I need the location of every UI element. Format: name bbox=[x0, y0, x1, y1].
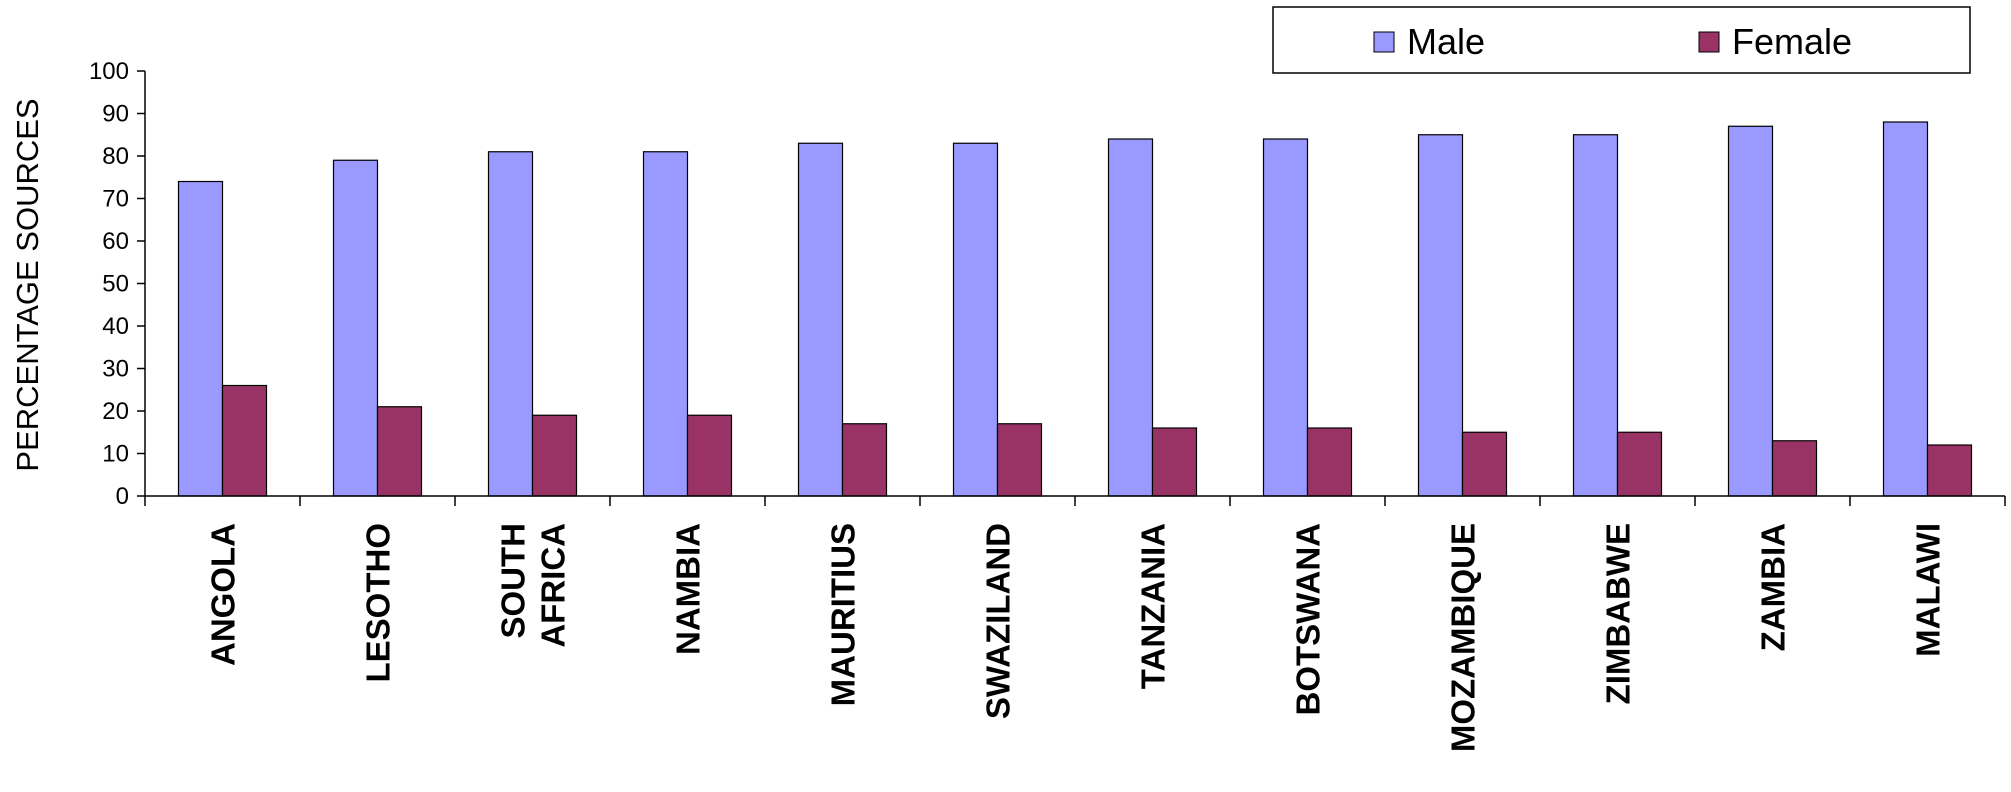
x-tick-label-mozambique: MOZAMBIQUE bbox=[1445, 523, 1482, 752]
x-tick-label-zambia: ZAMBIA bbox=[1755, 523, 1792, 651]
y-tick-label-50: 50 bbox=[102, 271, 129, 298]
legend-label-male: Male bbox=[1407, 21, 1485, 62]
legend-label-female: Female bbox=[1732, 21, 1852, 62]
bar-female-botswana bbox=[1306, 427, 1353, 497]
legend-swatch-female bbox=[1698, 31, 1720, 53]
bar-male-lesotho bbox=[332, 159, 379, 497]
y-tick-label-80: 80 bbox=[102, 143, 129, 170]
bar-female-nambia bbox=[686, 414, 733, 497]
x-tick-label-mauritius: MAURITIUS bbox=[825, 523, 862, 706]
bar-female-malawi bbox=[1926, 444, 1973, 497]
x-tick-label-africa: AFRICA bbox=[535, 523, 572, 648]
bar-male-botswana bbox=[1262, 138, 1309, 497]
x-tick-label-lesotho: LESOTHO bbox=[360, 523, 397, 683]
bar-male-south-africa bbox=[487, 151, 534, 497]
x-axis-labels: ANGOLA LESOTHO SOUTH AFRICA NAMBIA MAURITIUS S… bbox=[205, 523, 1947, 752]
y-tick-label-70: 70 bbox=[102, 186, 129, 213]
legend: Male Female bbox=[1272, 6, 1971, 74]
x-tick-label-malawi: MALAWI bbox=[1910, 523, 1947, 657]
x-tick-label-swaziland: SWAZILAND bbox=[980, 523, 1017, 719]
bar-female-mauritius bbox=[841, 423, 888, 497]
bar-female-south-africa bbox=[531, 414, 578, 497]
bar-female-angola bbox=[221, 384, 268, 497]
bar-male-zimbabwe bbox=[1572, 134, 1619, 497]
bar-male-nambia bbox=[642, 151, 689, 497]
bar-female-zambia bbox=[1771, 440, 1818, 497]
y-tick-label-0: 0 bbox=[116, 483, 129, 510]
y-tick-label-20: 20 bbox=[102, 398, 129, 425]
x-tick-label-botswana: BOTSWANA bbox=[1290, 523, 1327, 716]
bar-male-swaziland bbox=[952, 142, 999, 497]
y-axis-label: PERCENTAGE SOURCES bbox=[10, 98, 45, 471]
bar-female-swaziland bbox=[996, 423, 1043, 497]
bar-female-tanzania bbox=[1151, 427, 1198, 497]
bar-male-zambia bbox=[1727, 125, 1774, 497]
bar-male-angola bbox=[177, 180, 224, 497]
x-tick-label-angola: ANGOLA bbox=[205, 523, 242, 666]
bar-male-tanzania bbox=[1107, 138, 1154, 497]
y-tick-label-60: 60 bbox=[102, 228, 129, 255]
x-tick-label-nambia: NAMBIA bbox=[670, 523, 707, 655]
y-tick-label-100: 100 bbox=[89, 58, 129, 85]
x-tick-label-south: SOUTH bbox=[495, 523, 532, 639]
bar-female-mozambique bbox=[1461, 431, 1508, 497]
y-tick-label-30: 30 bbox=[102, 356, 129, 383]
x-tick-label-tanzania: TANZANIA bbox=[1135, 523, 1172, 689]
x-tick-label-zimbabwe: ZIMBABWE bbox=[1600, 523, 1637, 704]
y-tick-label-40: 40 bbox=[102, 313, 129, 340]
bar-female-lesotho bbox=[376, 406, 423, 497]
x-axis bbox=[144, 495, 2006, 506]
bar-male-mozambique bbox=[1417, 134, 1464, 497]
legend-swatch-male bbox=[1373, 31, 1395, 53]
y-axis: 0 10 20 30 40 50 60 70 80 90 100 bbox=[89, 58, 146, 510]
bar-male-malawi bbox=[1882, 121, 1929, 497]
bars bbox=[177, 121, 1973, 497]
bar-female-zimbabwe bbox=[1616, 431, 1663, 497]
bar-male-mauritius bbox=[797, 142, 844, 497]
y-tick-label-10: 10 bbox=[102, 441, 129, 468]
y-tick-label-90: 90 bbox=[102, 101, 129, 128]
